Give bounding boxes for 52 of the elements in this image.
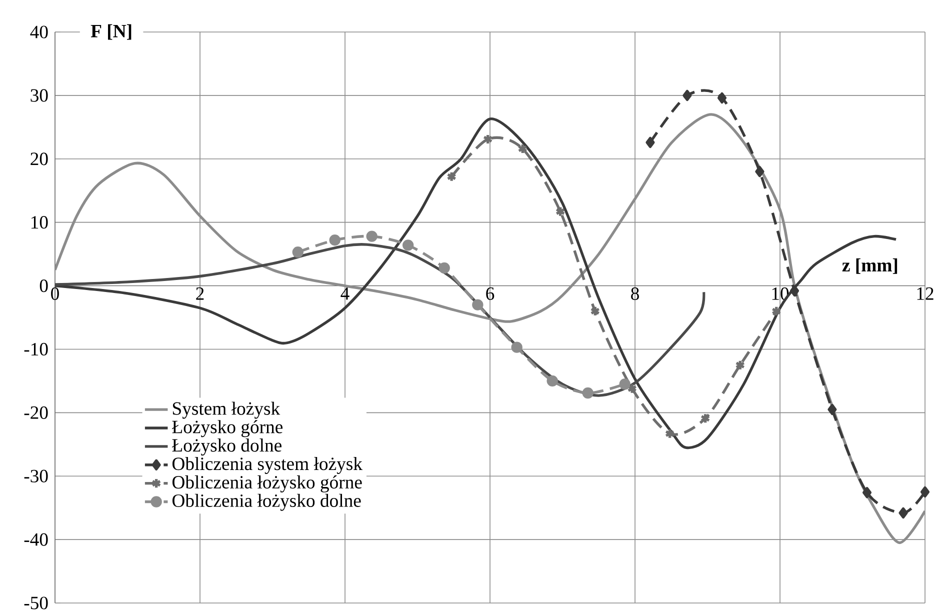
y-tick-label: -10	[24, 342, 48, 356]
point	[511, 342, 522, 353]
y-tick-label: 10	[31, 216, 48, 229]
point	[771, 306, 782, 317]
point	[438, 262, 450, 274]
point	[582, 387, 594, 399]
point	[790, 285, 800, 296]
y-tick-label: -40	[24, 533, 48, 546]
x-tick-label: 4	[340, 287, 350, 300]
y-tick-label: -50	[24, 596, 48, 610]
legend-label: Obliczenia łożysko górne	[172, 475, 362, 492]
y-tick-label: 40	[30, 26, 48, 38]
point	[555, 206, 566, 218]
point	[898, 507, 908, 519]
point	[619, 378, 630, 390]
point	[482, 134, 493, 145]
x-tick-label: 2	[196, 287, 204, 300]
y-tick-label: -20	[24, 406, 48, 419]
point	[717, 92, 727, 104]
y-tick-label: 20	[30, 152, 48, 166]
point	[518, 143, 528, 154]
legend-label: System łożysk	[172, 402, 280, 419]
point	[590, 306, 600, 317]
point	[292, 246, 304, 258]
point	[682, 90, 692, 102]
x-tick-label: 12	[917, 287, 934, 300]
legend-label: Łożysko górne	[172, 420, 283, 438]
point	[646, 136, 655, 148]
y-tick-label: 30	[30, 89, 48, 102]
x-axis-title: z [mm]	[842, 258, 898, 274]
point	[627, 382, 638, 394]
point	[446, 171, 457, 182]
point	[664, 428, 675, 440]
point	[735, 359, 746, 371]
legend-label: Obliczenia system łożysk	[172, 456, 363, 474]
point	[366, 230, 378, 242]
point	[755, 166, 764, 178]
legend-label: Obliczenia łożysko dolne	[172, 494, 361, 511]
point	[862, 487, 872, 498]
point	[700, 412, 710, 424]
point	[329, 234, 340, 246]
x-tick-label: 0	[51, 287, 59, 300]
point	[472, 299, 484, 310]
point	[920, 486, 930, 498]
y-axis-title: F [N]	[90, 24, 132, 40]
x-tick-label: 8	[631, 287, 639, 300]
point	[828, 404, 837, 416]
legend-label: Łożysko dolne	[172, 438, 282, 456]
x-tick-label: 6	[486, 287, 494, 300]
y-tick-label: -30	[24, 470, 48, 482]
point	[546, 375, 558, 387]
point	[402, 240, 414, 251]
